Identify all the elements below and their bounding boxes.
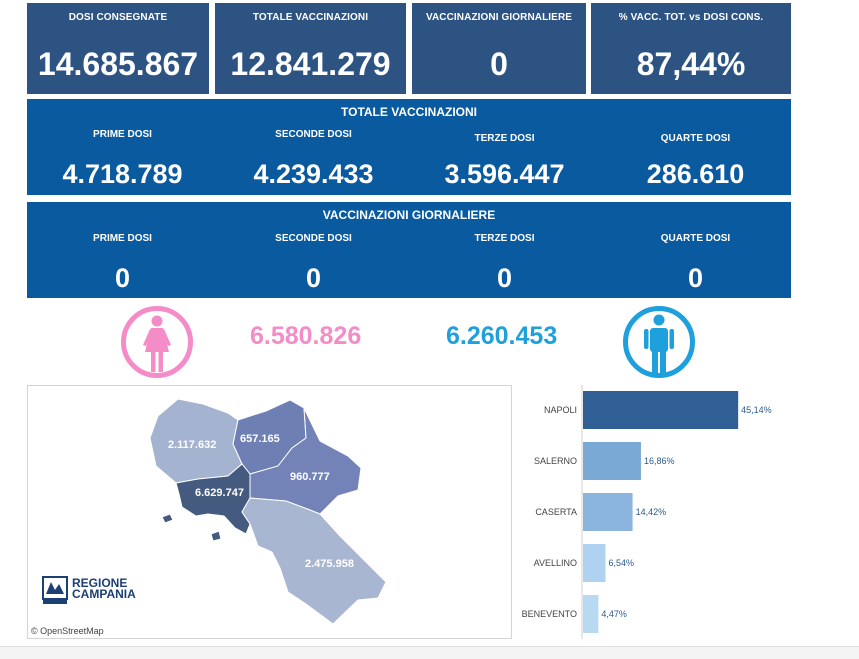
map-label-avellino: 960.777	[290, 471, 330, 483]
col-value: 0	[687, 263, 704, 293]
map-label-caserta: 2.117.632	[168, 439, 216, 451]
male-total: 6.260.453	[446, 322, 558, 350]
col-label: PRIME DOSI	[93, 129, 152, 140]
totale-seconde-dosi: SECONDE DOSI 4.239.433	[218, 99, 409, 195]
col-label: QUARTE DOSI	[660, 233, 731, 244]
logo-text: REGIONE CAMPANIA	[72, 576, 136, 601]
totale-vaccinazioni-panel: TOTALE VACCINAZIONI PRIME DOSI 4.718.789…	[27, 99, 791, 195]
col-label: TERZE DOSI	[474, 133, 535, 144]
kpi-title: VACCINAZIONI GIORNALIERE	[425, 12, 573, 23]
map-label-salerno: 2.475.958	[305, 558, 354, 570]
map-region-napoli[interactable]	[161, 463, 251, 542]
giornaliere-seconde-dosi: SECONDE DOSI 0	[218, 202, 409, 298]
kpi-value: 12.841.279	[230, 46, 391, 82]
bar-value-label: 45,14%	[741, 405, 772, 415]
totale-terze-dosi: TERZE DOSI 3.596.447	[409, 99, 600, 195]
kpi-value: 0	[490, 46, 508, 82]
female-icon	[121, 306, 193, 378]
vaccinazioni-giornaliere-panel: VACCINAZIONI GIORNALIERE PRIME DOSI 0 SE…	[27, 202, 791, 298]
bar-avellino[interactable]	[583, 544, 606, 582]
bar-value-label: 14,42%	[636, 507, 667, 517]
female-total: 6.580.826	[250, 322, 362, 350]
col-value: 286.610	[646, 159, 745, 189]
kpi-title: DOSI CONSEGNATE	[68, 12, 168, 23]
province-bar-chart: NAPOLI 45,14% SALERNO 16,86% CASERTA 14,42% AV…	[512, 385, 790, 639]
totale-prime-dosi: PRIME DOSI 4.718.789	[27, 99, 218, 195]
map-region-salerno[interactable]	[241, 497, 387, 625]
kpi-dosi-consegnate: DOSI CONSEGNATE 14.685.867	[27, 3, 209, 94]
map-label-benevento: 657.165	[240, 433, 280, 445]
giornaliere-quarte-dosi: QUARTE DOSI 0	[600, 202, 791, 298]
bar-value-label: 16,86%	[644, 456, 675, 466]
bar-napoli[interactable]	[583, 391, 739, 429]
logo-text-line-2: CAMPANIA	[72, 587, 136, 601]
kpi-value: 87,44%	[636, 46, 746, 82]
bar-value-label: 6,54%	[608, 558, 634, 568]
giornaliere-prime-dosi: PRIME DOSI 0	[27, 202, 218, 298]
kpi-percentuale: % VACC. TOT. vs DOSI CONS. 87,44%	[591, 3, 791, 94]
tableau-toolbar	[0, 646, 859, 659]
bar-category-label: BENEVENTO	[522, 609, 577, 619]
map-attribution[interactable]: © OpenStreetMap	[31, 626, 104, 636]
col-label: SECONDE DOSI	[275, 129, 352, 140]
panel-title: TOTALE VACCINAZIONI	[341, 105, 477, 119]
logo-text-line-1: REGIONE	[72, 576, 128, 590]
bar-caserta[interactable]	[583, 493, 633, 531]
bar-benevento[interactable]	[583, 595, 599, 633]
col-label: SECONDE DOSI	[275, 233, 352, 244]
map-label-napoli: 6.629.747	[195, 487, 244, 499]
col-value: 0	[114, 263, 131, 293]
col-value: 0	[496, 263, 513, 293]
giornaliere-terze-dosi: TERZE DOSI 0	[409, 202, 600, 298]
col-value: 3.596.447	[444, 159, 565, 189]
kpi-value: 14.685.867	[37, 46, 199, 82]
regione-campania-logo: REGIONE CAMPANIA	[42, 576, 152, 612]
col-label: QUARTE DOSI	[660, 133, 731, 144]
col-value: 4.718.789	[62, 159, 183, 189]
col-value: 0	[305, 263, 322, 293]
bar-category-label: SALERNO	[534, 456, 577, 466]
kpi-title: % VACC. TOT. vs DOSI CONS.	[618, 12, 764, 23]
col-label: PRIME DOSI	[93, 233, 152, 244]
logo-emblem-icon	[42, 576, 68, 604]
bar-category-label: AVELLINO	[534, 558, 577, 568]
campania-map[interactable]: 2.117.632 657.165 960.777 6.629.747 2.47…	[27, 385, 512, 639]
col-label: TERZE DOSI	[474, 233, 535, 244]
kpi-vaccinazioni-giornaliere: VACCINAZIONI GIORNALIERE 0	[412, 3, 586, 94]
bar-category-label: NAPOLI	[544, 405, 577, 415]
totale-quarte-dosi: QUARTE DOSI 286.610	[600, 99, 791, 195]
panel-title: VACCINAZIONI GIORNALIERE	[322, 208, 496, 222]
male-icon	[623, 306, 695, 378]
col-value: 4.239.433	[253, 159, 374, 189]
bar-chart-svg: NAPOLI 45,14% SALERNO 16,86% CASERTA 14,42% AV…	[522, 385, 772, 639]
bar-category-label: CASERTA	[535, 507, 577, 517]
kpi-totale-vaccinazioni: TOTALE VACCINAZIONI 12.841.279	[215, 3, 406, 94]
bar-value-label: 4,47%	[601, 609, 627, 619]
bar-salerno[interactable]	[583, 442, 641, 480]
map-svg: 2.117.632 657.165 960.777 6.629.747 2.47…	[149, 398, 387, 625]
kpi-title: TOTALE VACCINAZIONI	[252, 12, 369, 23]
